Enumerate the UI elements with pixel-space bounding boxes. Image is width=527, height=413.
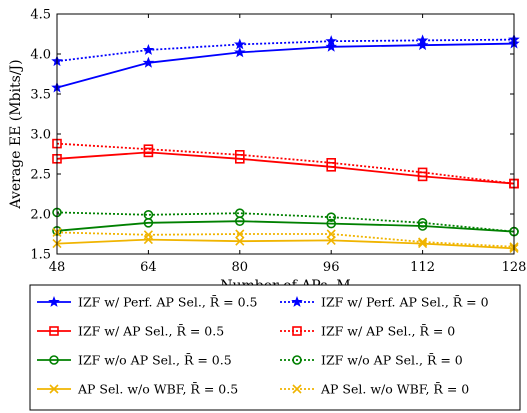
data-point (235, 229, 245, 239)
series-layer (51, 33, 520, 253)
series-line (56, 151, 515, 185)
legend-entry: AP Sel. w/o WBF, R̄ = 0 (280, 381, 469, 397)
series-line (56, 231, 515, 248)
legend-entry: IZF w/ Perf. AP Sel., R̄ = 0.5 (37, 294, 258, 310)
legend: IZF w/ Perf. AP Sel., R̄ = 0.5 IZF w/ Per… (29, 284, 521, 411)
x-tick-label: 48 (49, 260, 66, 275)
legend-label: IZF w/ AP Sel., R̄ = 0.5 (78, 323, 224, 338)
data-point (417, 218, 428, 228)
series-line (56, 211, 515, 233)
y-tick-label: 4.0 (30, 48, 51, 63)
series-line (56, 220, 515, 233)
series-8 (52, 227, 519, 252)
legend-marker (48, 295, 60, 307)
data-point (235, 236, 245, 246)
series-1 (51, 37, 520, 93)
data-point (142, 43, 155, 55)
data-point (234, 46, 246, 58)
x-axis-ticks: 48 64 80 96 112 128 (49, 14, 527, 275)
data-point (142, 56, 155, 68)
legend-entry: IZF w/ AP Sel., R̄ = 0 (280, 323, 455, 339)
data-point (417, 167, 428, 178)
series-7 (52, 235, 519, 253)
legend-label: IZF w/ Perf. AP Sel., R̄ = 0 (321, 294, 489, 309)
legend-marker (292, 384, 302, 394)
x-tick-label: 64 (140, 260, 157, 275)
legend-marker (291, 295, 303, 307)
legend-marker (292, 355, 302, 365)
y-tick-label: 3.5 (30, 88, 51, 103)
legend-marker (49, 355, 59, 365)
legend-label: IZF w/ AP Sel., R̄ = 0 (321, 323, 455, 338)
series-line (56, 42, 515, 89)
data-point (143, 210, 154, 220)
legend-entry: IZF w/ AP Sel., R̄ = 0.5 (37, 323, 224, 339)
plot-frame (56, 13, 515, 255)
legend-marker (292, 326, 302, 336)
y-axis-title: Average EE (Mbits/J) (8, 59, 24, 209)
legend-entry: IZF w/o AP Sel., R̄ = 0 (280, 352, 463, 368)
data-point (416, 39, 429, 51)
x-tick-label: 128 (502, 260, 527, 275)
y-tick-label: 4.5 (30, 8, 51, 23)
series-line (56, 142, 515, 185)
legend-marker (49, 384, 59, 394)
legend-entry: AP Sel. w/o WBF, R̄ = 0.5 (37, 381, 238, 397)
data-point (326, 218, 337, 229)
data-point (416, 34, 429, 46)
legend-label: IZF w/o AP Sel., R̄ = 0 (321, 352, 463, 367)
y-tick-label: 2.0 (30, 208, 51, 223)
data-point (235, 150, 245, 160)
x-tick-label: 96 (323, 260, 340, 275)
series-line (56, 238, 515, 250)
data-point (143, 144, 154, 154)
legend-marker (49, 326, 59, 336)
series-6 (52, 207, 519, 237)
series-line (56, 38, 515, 63)
legend-label: IZF w/ Perf. AP Sel., R̄ = 0.5 (78, 294, 258, 309)
series-5 (52, 216, 519, 237)
x-tick-label: 80 (232, 260, 249, 275)
legend-entry: IZF w/o AP Sel., R̄ = 0.5 (37, 352, 232, 368)
series-3 (52, 147, 519, 189)
data-point (326, 212, 337, 222)
data-point (235, 208, 245, 218)
legend-box (29, 284, 521, 411)
data-point (326, 158, 337, 168)
data-point (326, 229, 336, 239)
legend-entry: IZF w/ Perf. AP Sel., R̄ = 0 (280, 294, 489, 310)
data-point (418, 239, 428, 249)
y-tick-label: 1.5 (30, 248, 51, 263)
data-point (418, 237, 428, 247)
data-point (325, 35, 337, 47)
y-tick-label: 2.5 (30, 168, 51, 183)
legend-label: AP Sel. w/o WBF, R̄ = 0.5 (77, 381, 238, 396)
data-point (325, 40, 337, 52)
legend-label: AP Sel. w/o WBF, R̄ = 0 (320, 381, 469, 396)
x-tick-label: 112 (410, 260, 435, 275)
y-tick-label: 3.0 (30, 128, 51, 143)
data-point (143, 230, 153, 240)
legend-label: IZF w/o AP Sel., R̄ = 0.5 (78, 352, 232, 367)
data-point (234, 38, 246, 50)
